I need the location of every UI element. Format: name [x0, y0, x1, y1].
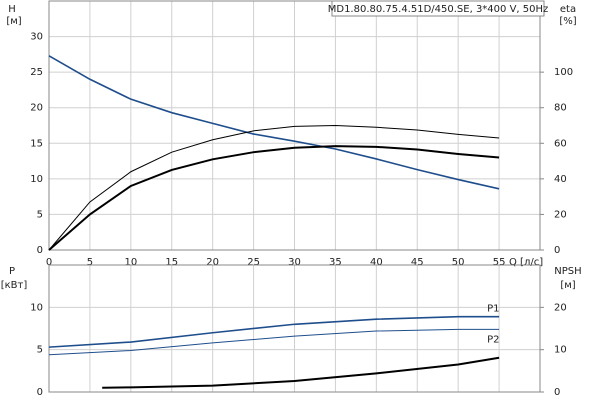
y2-tick-label: 40 — [554, 174, 567, 185]
y-tick-label: 10 — [30, 302, 43, 313]
y-tick-label: 25 — [30, 67, 43, 78]
curve — [48, 328, 500, 356]
series-label: P2 — [487, 334, 499, 345]
x-tick-label: 35 — [329, 257, 342, 268]
x-tick-label: 50 — [452, 257, 465, 268]
y2-tick-label: 20 — [554, 302, 567, 313]
plot-frame — [48, 0, 541, 251]
y2-tick-label: 60 — [554, 138, 567, 149]
x-tick-label: 40 — [370, 257, 383, 268]
curve — [48, 315, 500, 348]
y-tick-label: 5 — [37, 209, 43, 220]
x-tick-label: 25 — [247, 257, 260, 268]
y-tick-label: 0 — [37, 387, 43, 398]
y-tick-label: 5 — [37, 345, 43, 356]
x-tick-label: 45 — [411, 257, 424, 268]
curve — [48, 55, 500, 190]
y2-tick-label: 100 — [554, 67, 573, 78]
curve — [48, 124, 500, 251]
y2-tick-label: 80 — [554, 103, 567, 114]
y2-axis-unit: [м] — [560, 280, 575, 291]
x-tick-label: 55 — [493, 257, 506, 268]
y-axis-label: H — [8, 4, 16, 15]
y-axis-unit: [кВт] — [1, 280, 28, 291]
x-tick-label: 30 — [288, 257, 301, 268]
chart-title: MD1.80.80.75.4.51D/450.SE, 3*400 V, 50Hz — [328, 4, 549, 15]
y-tick-label: 30 — [30, 32, 43, 43]
x-tick-label: 0 — [46, 257, 52, 268]
y-tick-label: 10 — [30, 174, 43, 185]
y2-axis-label: eta — [560, 4, 576, 15]
y-tick-label: 0 — [37, 245, 43, 256]
y2-tick-label: 0 — [554, 245, 560, 256]
y2-tick-label: 20 — [554, 209, 567, 220]
y-axis-unit: [м] — [6, 16, 21, 27]
x-tick-label: 10 — [124, 257, 137, 268]
y2-tick-label: 0 — [554, 387, 560, 398]
y-axis-label: P — [9, 266, 15, 277]
plot-frame — [48, 264, 541, 393]
x-axis-label: Q [л/с] — [509, 257, 543, 268]
y-tick-label: 20 — [30, 103, 43, 114]
series-label: P1 — [487, 304, 499, 315]
x-tick-label: 5 — [87, 257, 93, 268]
curve — [102, 356, 500, 389]
y-tick-label: 15 — [30, 138, 43, 149]
title-box — [331, 0, 545, 17]
y2-axis-label: NPSH — [554, 266, 581, 277]
x-tick-label: 15 — [165, 257, 178, 268]
curve — [48, 145, 500, 251]
y2-tick-label: 10 — [554, 345, 567, 356]
y2-axis-unit: [%] — [559, 16, 576, 27]
x-tick-label: 20 — [206, 257, 219, 268]
